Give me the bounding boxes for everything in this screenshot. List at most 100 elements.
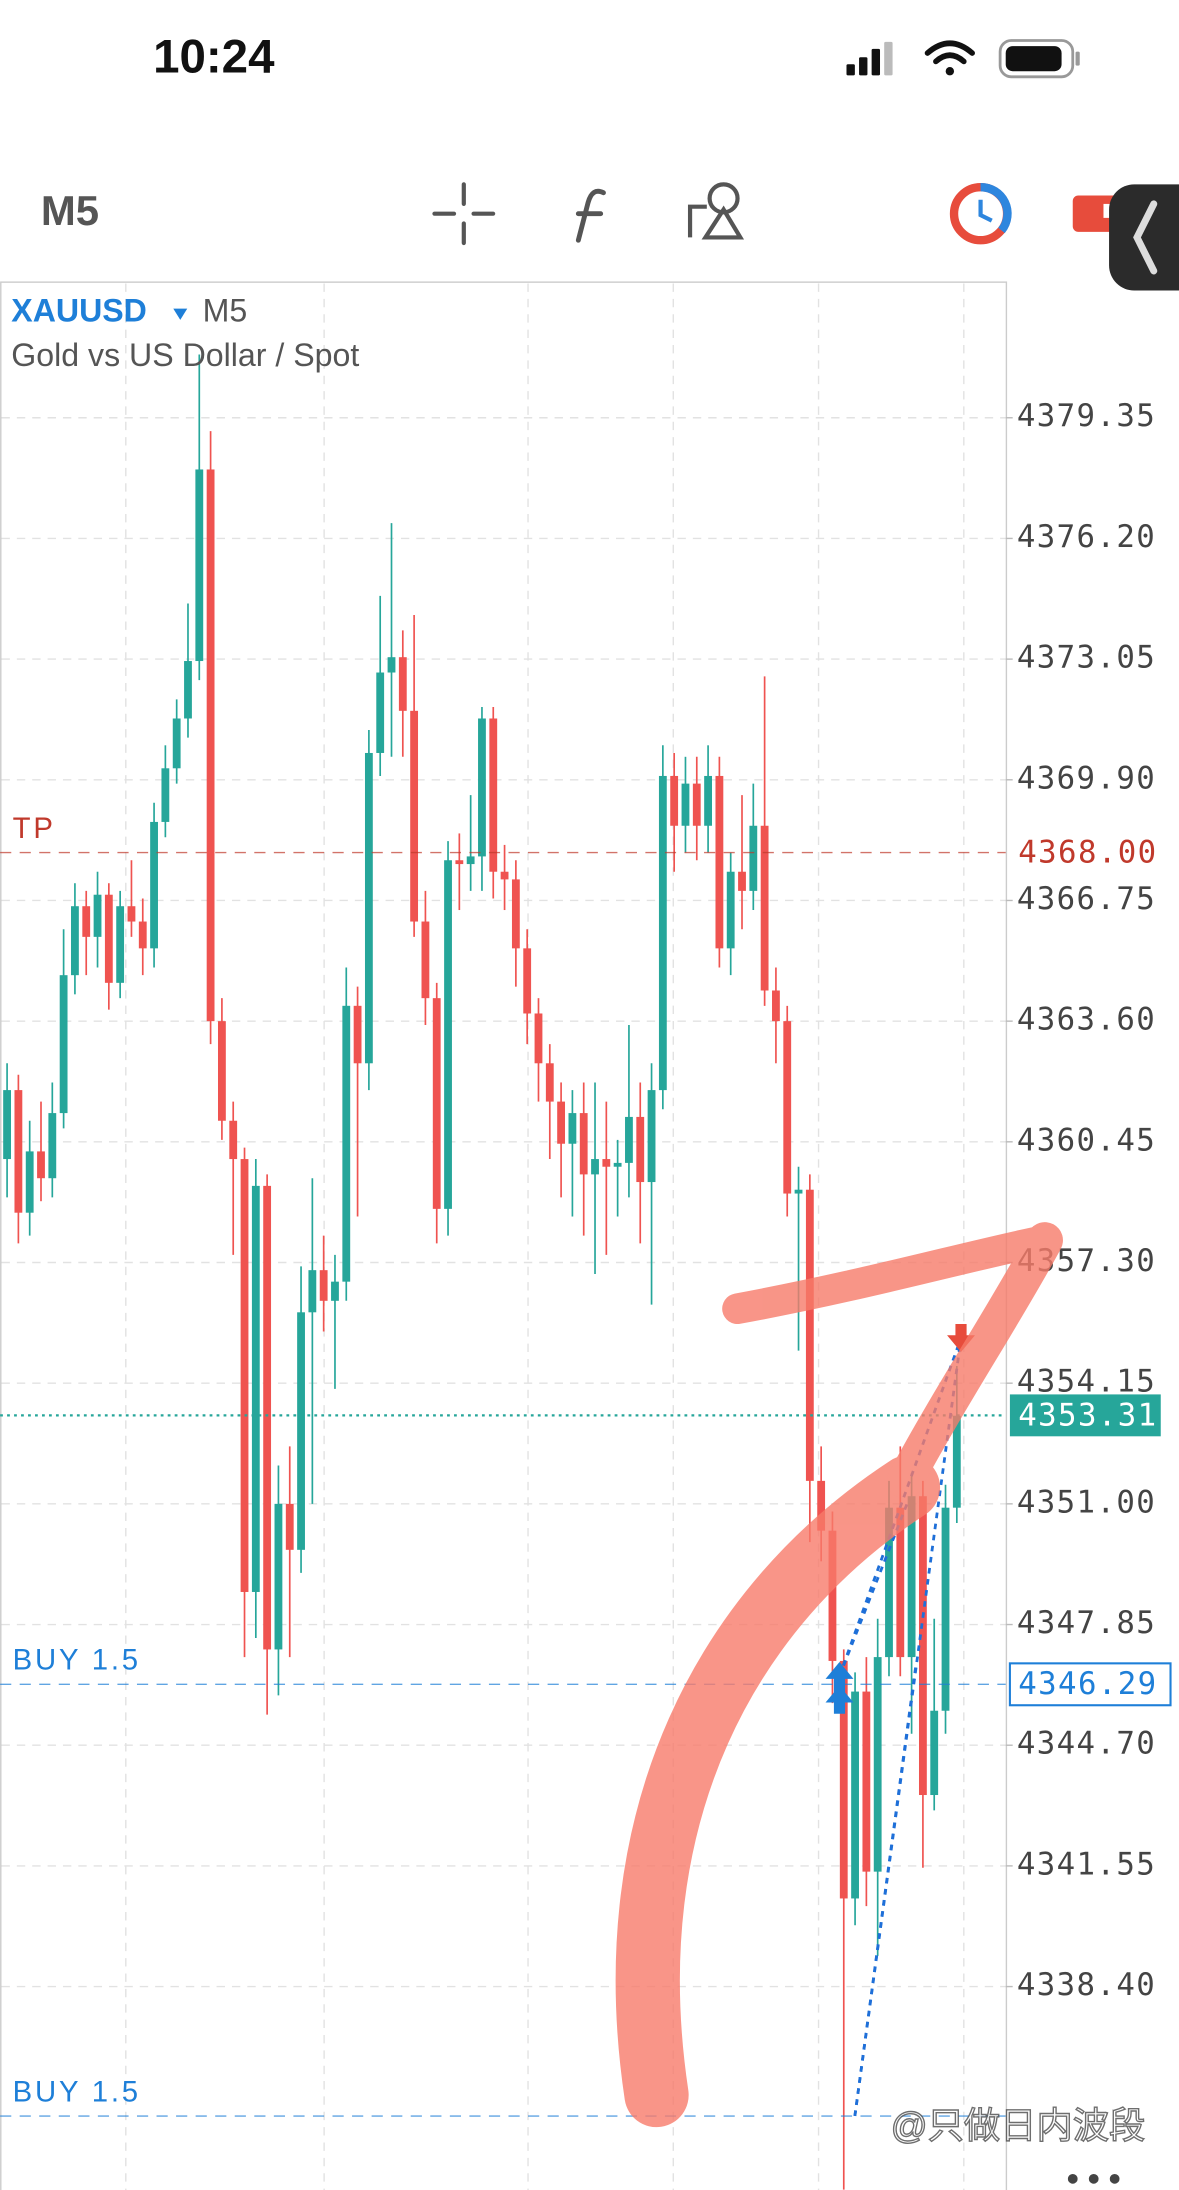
chart-frame: [0, 281, 1008, 2190]
chart-timeframe: M5: [203, 292, 248, 328]
indicator-button[interactable]: [575, 188, 606, 243]
candle-body: [907, 1496, 916, 1658]
sell-marker: [947, 1324, 975, 1352]
price-label: 4353.31: [1018, 1397, 1157, 1433]
candle-body: [692, 783, 701, 826]
candle-body: [14, 1090, 23, 1213]
candle-body: [331, 1281, 339, 1301]
candle-body: [376, 672, 385, 753]
menu-dots[interactable]: [1067, 2173, 1120, 2184]
price-level-name: BUY 1.5: [13, 2075, 141, 2108]
y-tick-label: 4344.70: [1017, 1726, 1156, 1762]
candle-body: [591, 1159, 599, 1175]
candle-body: [274, 1503, 283, 1650]
candle-body: [342, 1005, 351, 1282]
candle-body: [116, 906, 125, 983]
price-level-name: BUY 1.5: [13, 1644, 141, 1677]
candle-body: [410, 710, 419, 922]
candle-body: [478, 718, 486, 857]
y-tick-label: 4376.20: [1017, 519, 1156, 555]
candle-body: [59, 975, 68, 1114]
candle-body: [353, 1005, 362, 1064]
candle-body: [579, 1113, 588, 1175]
drawn-arrow: [615, 1222, 1063, 2128]
candle-body: [217, 1021, 226, 1121]
y-tick-label: 4366.75: [1017, 881, 1156, 917]
candle-body: [432, 998, 441, 1209]
candle-body: [602, 1159, 611, 1167]
y-tick-label: 4379.35: [1017, 398, 1156, 434]
candle-body: [455, 860, 464, 865]
candle-body: [568, 1113, 577, 1144]
objects-button[interactable]: [687, 182, 745, 240]
candle-body: [952, 1415, 961, 1508]
candle-body: [251, 1185, 260, 1592]
candle-body: [297, 1312, 305, 1550]
y-tick-label: 4363.60: [1017, 1002, 1156, 1038]
price-label-box: [1008, 1662, 1172, 1707]
symbol[interactable]: XAUUSD: [11, 292, 147, 328]
candle-body: [885, 1507, 893, 1658]
candle-body: [851, 1691, 859, 1899]
candle-body: [71, 906, 79, 976]
candle-body: [161, 768, 170, 822]
candle-body: [523, 948, 532, 1014]
y-tick-label: 4347.85: [1017, 1605, 1156, 1641]
candle-body: [206, 469, 215, 1022]
battery-icon: [998, 39, 1080, 79]
toolbar-timeframe[interactable]: M5: [41, 187, 99, 234]
candle-body: [398, 657, 407, 711]
candle-body: [760, 825, 769, 991]
candle-body: [647, 1090, 656, 1183]
trade-button[interactable]: [949, 182, 1012, 245]
candle-body: [229, 1120, 238, 1160]
buy-marker: [825, 1662, 854, 1714]
candle-body: [511, 879, 520, 949]
candle-body: [681, 783, 690, 826]
candle-body: [738, 871, 746, 891]
candle-body: [636, 1116, 645, 1183]
candle-body: [783, 1021, 792, 1194]
candle-body: [658, 775, 667, 1091]
candle-body: [127, 906, 136, 922]
candle-body: [772, 990, 780, 1022]
y-tick-label: 4341.55: [1017, 1846, 1156, 1882]
candle-body: [444, 860, 452, 1209]
y-tick-label: 4354.15: [1017, 1364, 1156, 1400]
candle-body: [726, 871, 735, 949]
candle-body: [613, 1162, 622, 1167]
candle-body: [150, 821, 158, 949]
candle-body: [82, 906, 91, 937]
candle-body: [263, 1185, 272, 1650]
candle-body: [48, 1113, 57, 1179]
candle-body: [896, 1507, 905, 1658]
candle-body: [625, 1116, 633, 1163]
candle-body: [557, 1101, 566, 1144]
candle-body: [466, 856, 475, 865]
crosshair-button[interactable]: [432, 182, 496, 246]
watermark: @只做日内波段: [891, 2105, 1146, 2146]
candle-body: [839, 1660, 848, 1899]
candle-body: [138, 921, 147, 949]
candle-body: [285, 1503, 294, 1550]
candle-body: [862, 1691, 871, 1872]
candle-body: [828, 1530, 837, 1661]
candle-body: [195, 469, 204, 662]
candle-body: [489, 718, 498, 872]
candle-body: [500, 871, 509, 880]
candle-body: [670, 775, 679, 826]
candle-body: [817, 1480, 826, 1531]
price-label-box: [1009, 1394, 1161, 1437]
y-tick-label: 4351.00: [1017, 1484, 1156, 1520]
status-time: 10:24: [153, 31, 275, 84]
symbol-dropdown[interactable]: [173, 308, 188, 320]
candle-body: [421, 921, 430, 999]
y-tick-label: 4373.05: [1017, 640, 1156, 676]
price-label: 4346.29: [1018, 1666, 1157, 1702]
chart-subtitle: Gold vs US Dollar / Spot: [11, 337, 359, 373]
candle-body: [172, 718, 181, 769]
candle-body: [941, 1507, 950, 1711]
side-panel-tab[interactable]: [1109, 184, 1179, 291]
